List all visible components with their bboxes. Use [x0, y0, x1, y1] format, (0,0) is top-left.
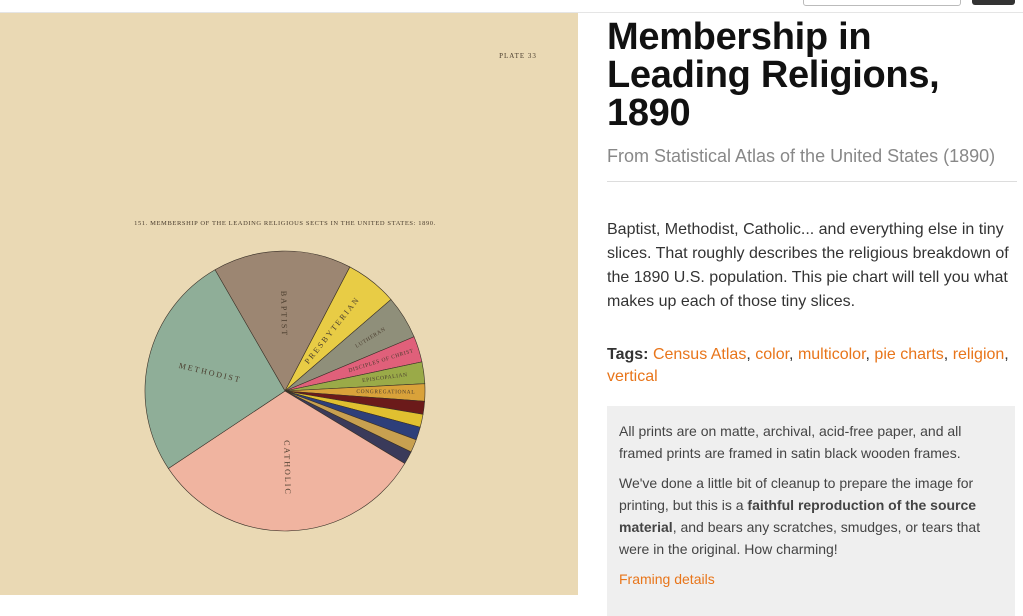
search-button[interactable] — [972, 0, 1015, 5]
plate-image: PLATE 33 151. MEMBERSHIP OF THE LEADING … — [0, 13, 578, 595]
slice-label: EPISCOPALIAN — [362, 372, 408, 384]
plate-label: PLATE 33 — [499, 52, 537, 60]
pie-slice — [214, 250, 351, 392]
plate-caption: 151. MEMBERSHIP OF THE LEADING RELIGIOUS… — [134, 220, 436, 227]
text: We've done a little bit of cleanup to pr… — [619, 475, 974, 513]
tag-link[interactable]: vertical — [607, 368, 658, 385]
tag-link[interactable]: multicolor — [797, 346, 866, 363]
tag-separator: , — [865, 346, 870, 363]
subtitle: From Statistical Atlas of the United Sta… — [607, 146, 1017, 182]
pie-slice — [167, 390, 406, 532]
slice-label: CONGREGATIONAL — [356, 389, 415, 396]
tags-label: Tags: — [607, 346, 649, 363]
title: Membership in Leading Religions, 1890 — [607, 16, 940, 134]
search-input[interactable] — [803, 0, 961, 6]
tag-link[interactable]: pie charts — [874, 346, 944, 363]
tag-link[interactable]: Census Atlas — [652, 346, 747, 363]
tag-separator: , — [1004, 346, 1009, 363]
description: Baptist, Methodist, Catholic... and ever… — [607, 221, 1009, 310]
tag-separator: , — [746, 346, 751, 363]
details: Membership in Leading Religions, 1890 Fr… — [607, 18, 1017, 616]
info-paragraph: All prints are on matte, archival, acid-… — [619, 423, 962, 461]
tag-separator: , — [943, 346, 949, 363]
pie-chart: PLATE 33 151. MEMBERSHIP OF THE LEADING … — [134, 52, 537, 532]
slice-label: BAPTIST — [279, 291, 289, 338]
slice-label: CATHOLIC — [282, 440, 292, 496]
tag-link[interactable]: religion — [952, 346, 1005, 363]
pie-slice — [144, 269, 286, 469]
text: , and bears any scratches, smudges, or t… — [619, 519, 981, 557]
info-box: All prints are on matte, archival, acid-… — [607, 406, 1015, 616]
tags: Tags: Census Atlas, color, multicolor, p… — [607, 344, 1017, 388]
info-paragraph: We've done a little bit of cleanup to pr… — [619, 472, 1003, 560]
tag-separator: , — [789, 346, 794, 363]
tag-link[interactable]: color — [755, 346, 790, 363]
bold-text: faithful reproduction of the source mate… — [619, 497, 977, 535]
framing-link[interactable]: Framing details — [619, 571, 715, 587]
top-bar — [0, 0, 1023, 13]
